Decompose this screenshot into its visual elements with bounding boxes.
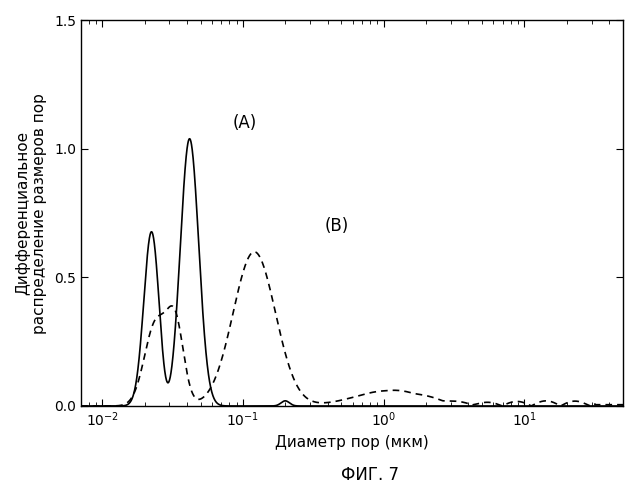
- Y-axis label: Дифференциальное
распределение размеров пор: Дифференциальное распределение размеров …: [15, 93, 47, 334]
- Text: (B): (B): [325, 217, 349, 235]
- Text: ФИГ. 7: ФИГ. 7: [341, 466, 399, 484]
- Text: (A): (A): [233, 114, 257, 132]
- X-axis label: Диаметр пор (мкм): Диаметр пор (мкм): [275, 435, 429, 450]
